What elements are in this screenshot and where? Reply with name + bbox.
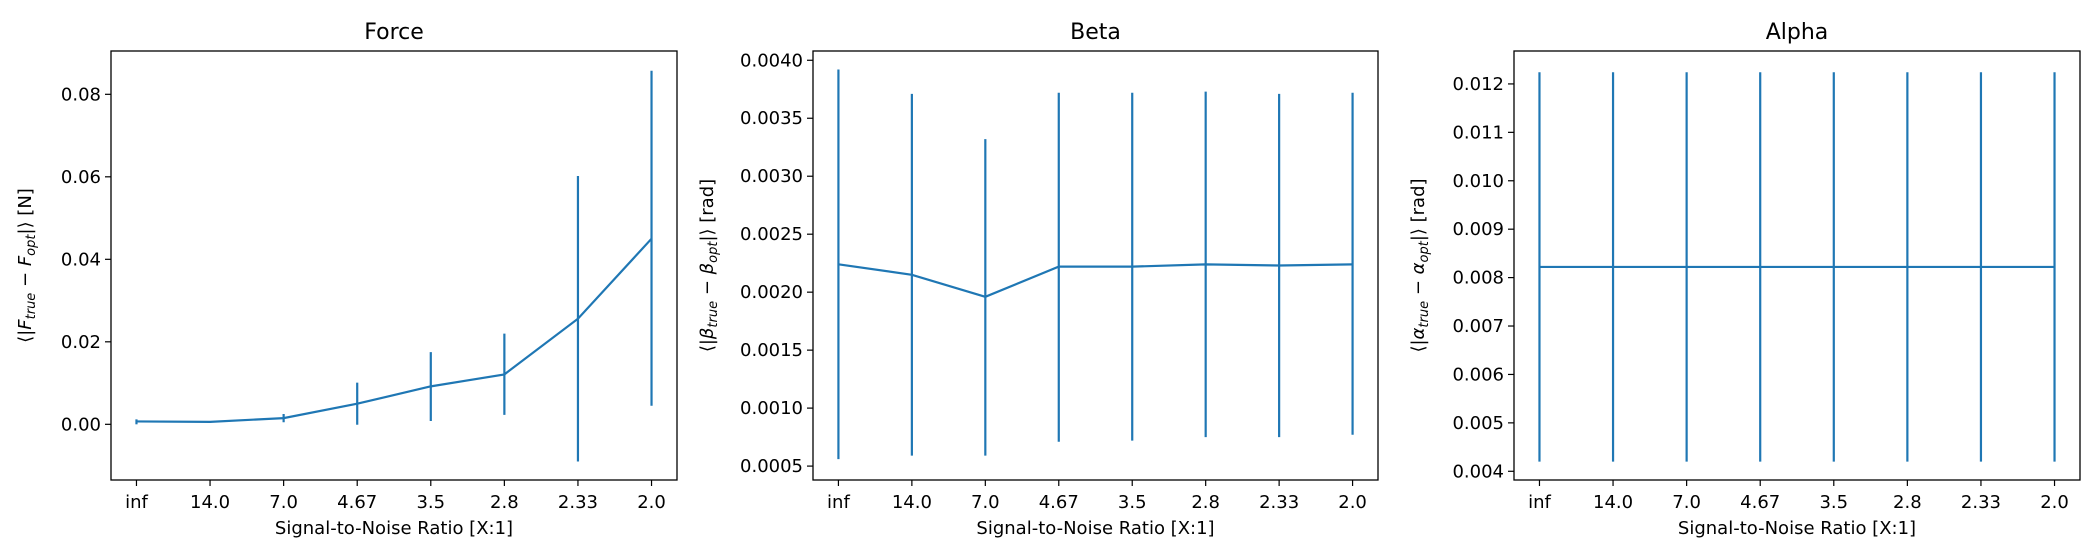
alpha-y-label-v1: α <box>1408 327 1429 339</box>
force-y-tick-label: 0.00 <box>61 414 101 435</box>
beta-x-tick-label: 7.0 <box>971 492 1000 513</box>
force-y-tick-label: 0.06 <box>61 167 101 188</box>
alpha-y-label-s2: opt <box>1417 240 1432 262</box>
beta-chart-title: Beta <box>1070 20 1121 45</box>
beta-y-label-pre: ⟨| <box>697 339 718 352</box>
beta-x-tick-label: 2.33 <box>1259 492 1299 513</box>
beta-y-label-mid: − <box>697 274 718 301</box>
alpha-x-tick-label: 2.33 <box>1961 492 2001 513</box>
alpha-x-tick-label: 4.67 <box>1740 492 1780 513</box>
beta-y-tick-label: 0.0035 <box>740 108 803 129</box>
beta-y-axis-label: ⟨|βtrue − βopt|⟩ [rad] <box>697 179 721 352</box>
alpha-y-tick-label: 0.005 <box>1452 413 1504 434</box>
beta-y-tick-label: 0.0025 <box>740 224 803 245</box>
force-y-label-v1: F <box>15 319 36 330</box>
beta-y-tick-label: 0.0010 <box>740 398 803 419</box>
alpha-x-axis-label: Signal-to-Noise Ratio [X:1] <box>1678 518 1916 539</box>
beta-y-tick-label: 0.0040 <box>740 50 803 71</box>
beta-plot-frame <box>812 50 1379 481</box>
alpha-y-tick-label: 0.009 <box>1452 219 1504 240</box>
force-y-label-s2: opt <box>24 234 39 256</box>
force-x-tick-label: 2.33 <box>558 492 598 513</box>
force-x-axis-label: Signal-to-Noise Ratio [X:1] <box>275 518 513 539</box>
alpha-x-tick-label: 7.0 <box>1672 492 1701 513</box>
force-panel: Force inf 14.0 7.0 4.67 3.5 2.8 2.33 2.0 0.00 0.02… <box>15 20 678 539</box>
beta-y-label-s1: true <box>706 301 721 328</box>
alpha-y-label-post: |⟩ [rad] <box>1408 178 1429 241</box>
force-chart-title: Force <box>364 20 424 45</box>
alpha-y-tick-label: 0.004 <box>1452 461 1504 482</box>
alpha-y-tick-label: 0.012 <box>1452 74 1504 95</box>
force-y-label-v2: F <box>15 255 36 266</box>
force-y-label-pre: ⟨| <box>15 330 36 343</box>
beta-x-tick-label: inf <box>827 492 850 513</box>
alpha-y-label-mid: − <box>1408 274 1429 301</box>
beta-y-label-v1: β <box>697 328 718 341</box>
force-y-tick-label: 0.08 <box>61 84 101 105</box>
beta-x-tick-label: 2.8 <box>1191 492 1220 513</box>
beta-series-line <box>838 263 1353 298</box>
force-x-tick-label: 3.5 <box>416 492 445 513</box>
alpha-x-tick-label: inf <box>1528 492 1551 513</box>
force-x-tick-label: inf <box>125 492 148 513</box>
alpha-panel: Alpha inf 14.0 7.0 4.67 3.5 2.8 2.33 2.0 0.004 0.0… <box>1408 20 2081 539</box>
alpha-y-tick-label: 0.006 <box>1452 364 1504 385</box>
force-x-tick-label: 7.0 <box>269 492 298 513</box>
alpha-x-tick-label: 3.5 <box>1819 492 1848 513</box>
beta-y-tick-label: 0.0030 <box>740 166 803 187</box>
force-y-label-post: |⟩ [N] <box>15 188 36 234</box>
alpha-x-tick-label: 2.0 <box>2040 492 2069 513</box>
force-y-label-mid: − <box>15 266 36 293</box>
alpha-y-tick-label: 0.011 <box>1452 122 1504 143</box>
force-y-tick-label: 0.02 <box>61 332 101 353</box>
force-plot-frame <box>110 50 678 481</box>
alpha-x-tick-label: 2.8 <box>1893 492 1922 513</box>
force-y-label-s1: true <box>24 293 39 320</box>
force-y-axis-label: ⟨|Ftrue − Fopt|⟩ [N] <box>15 188 39 343</box>
beta-y-label-post: |⟩ [rad] <box>697 179 718 242</box>
force-x-tick-label: 4.67 <box>337 492 377 513</box>
force-y-tick-label: 0.04 <box>61 249 101 270</box>
beta-y-tick-label: 0.0020 <box>740 282 803 303</box>
beta-panel: Beta inf 14.0 7.0 4.67 3.5 2.8 2.33 2.0 0.0005 0.0… <box>697 20 1379 539</box>
beta-x-tick-label: 14.0 <box>892 492 932 513</box>
beta-x-axis-label: Signal-to-Noise Ratio [X:1] <box>976 518 1214 539</box>
alpha-y-axis-label: ⟨|αtrue − αopt|⟩ [rad] <box>1408 178 1432 352</box>
beta-y-tick-label: 0.0005 <box>740 456 803 477</box>
force-series-line <box>136 237 653 423</box>
beta-y-label-v2: β <box>697 263 718 276</box>
beta-y-label-s2: opt <box>706 241 721 263</box>
alpha-y-label-s1: true <box>1417 301 1432 328</box>
alpha-y-tick-label: 0.008 <box>1452 268 1504 289</box>
force-x-tick-label: 2.0 <box>637 492 666 513</box>
beta-y-tick-label: 0.0015 <box>740 340 803 361</box>
alpha-y-tick-label: 0.010 <box>1452 171 1504 192</box>
alpha-chart-title: Alpha <box>1766 20 1829 45</box>
alpha-plot-frame <box>1513 50 2081 481</box>
alpha-y-label-pre: ⟨| <box>1408 339 1429 352</box>
alpha-x-tick-label: 14.0 <box>1593 492 1633 513</box>
alpha-y-tick-label: 0.007 <box>1452 316 1504 337</box>
force-x-tick-label: 2.8 <box>490 492 519 513</box>
alpha-y-label-v2: α <box>1408 262 1429 274</box>
force-x-tick-label: 14.0 <box>190 492 230 513</box>
beta-x-tick-label: 4.67 <box>1039 492 1079 513</box>
beta-x-tick-label: 3.5 <box>1118 492 1147 513</box>
beta-x-tick-label: 2.0 <box>1338 492 1367 513</box>
